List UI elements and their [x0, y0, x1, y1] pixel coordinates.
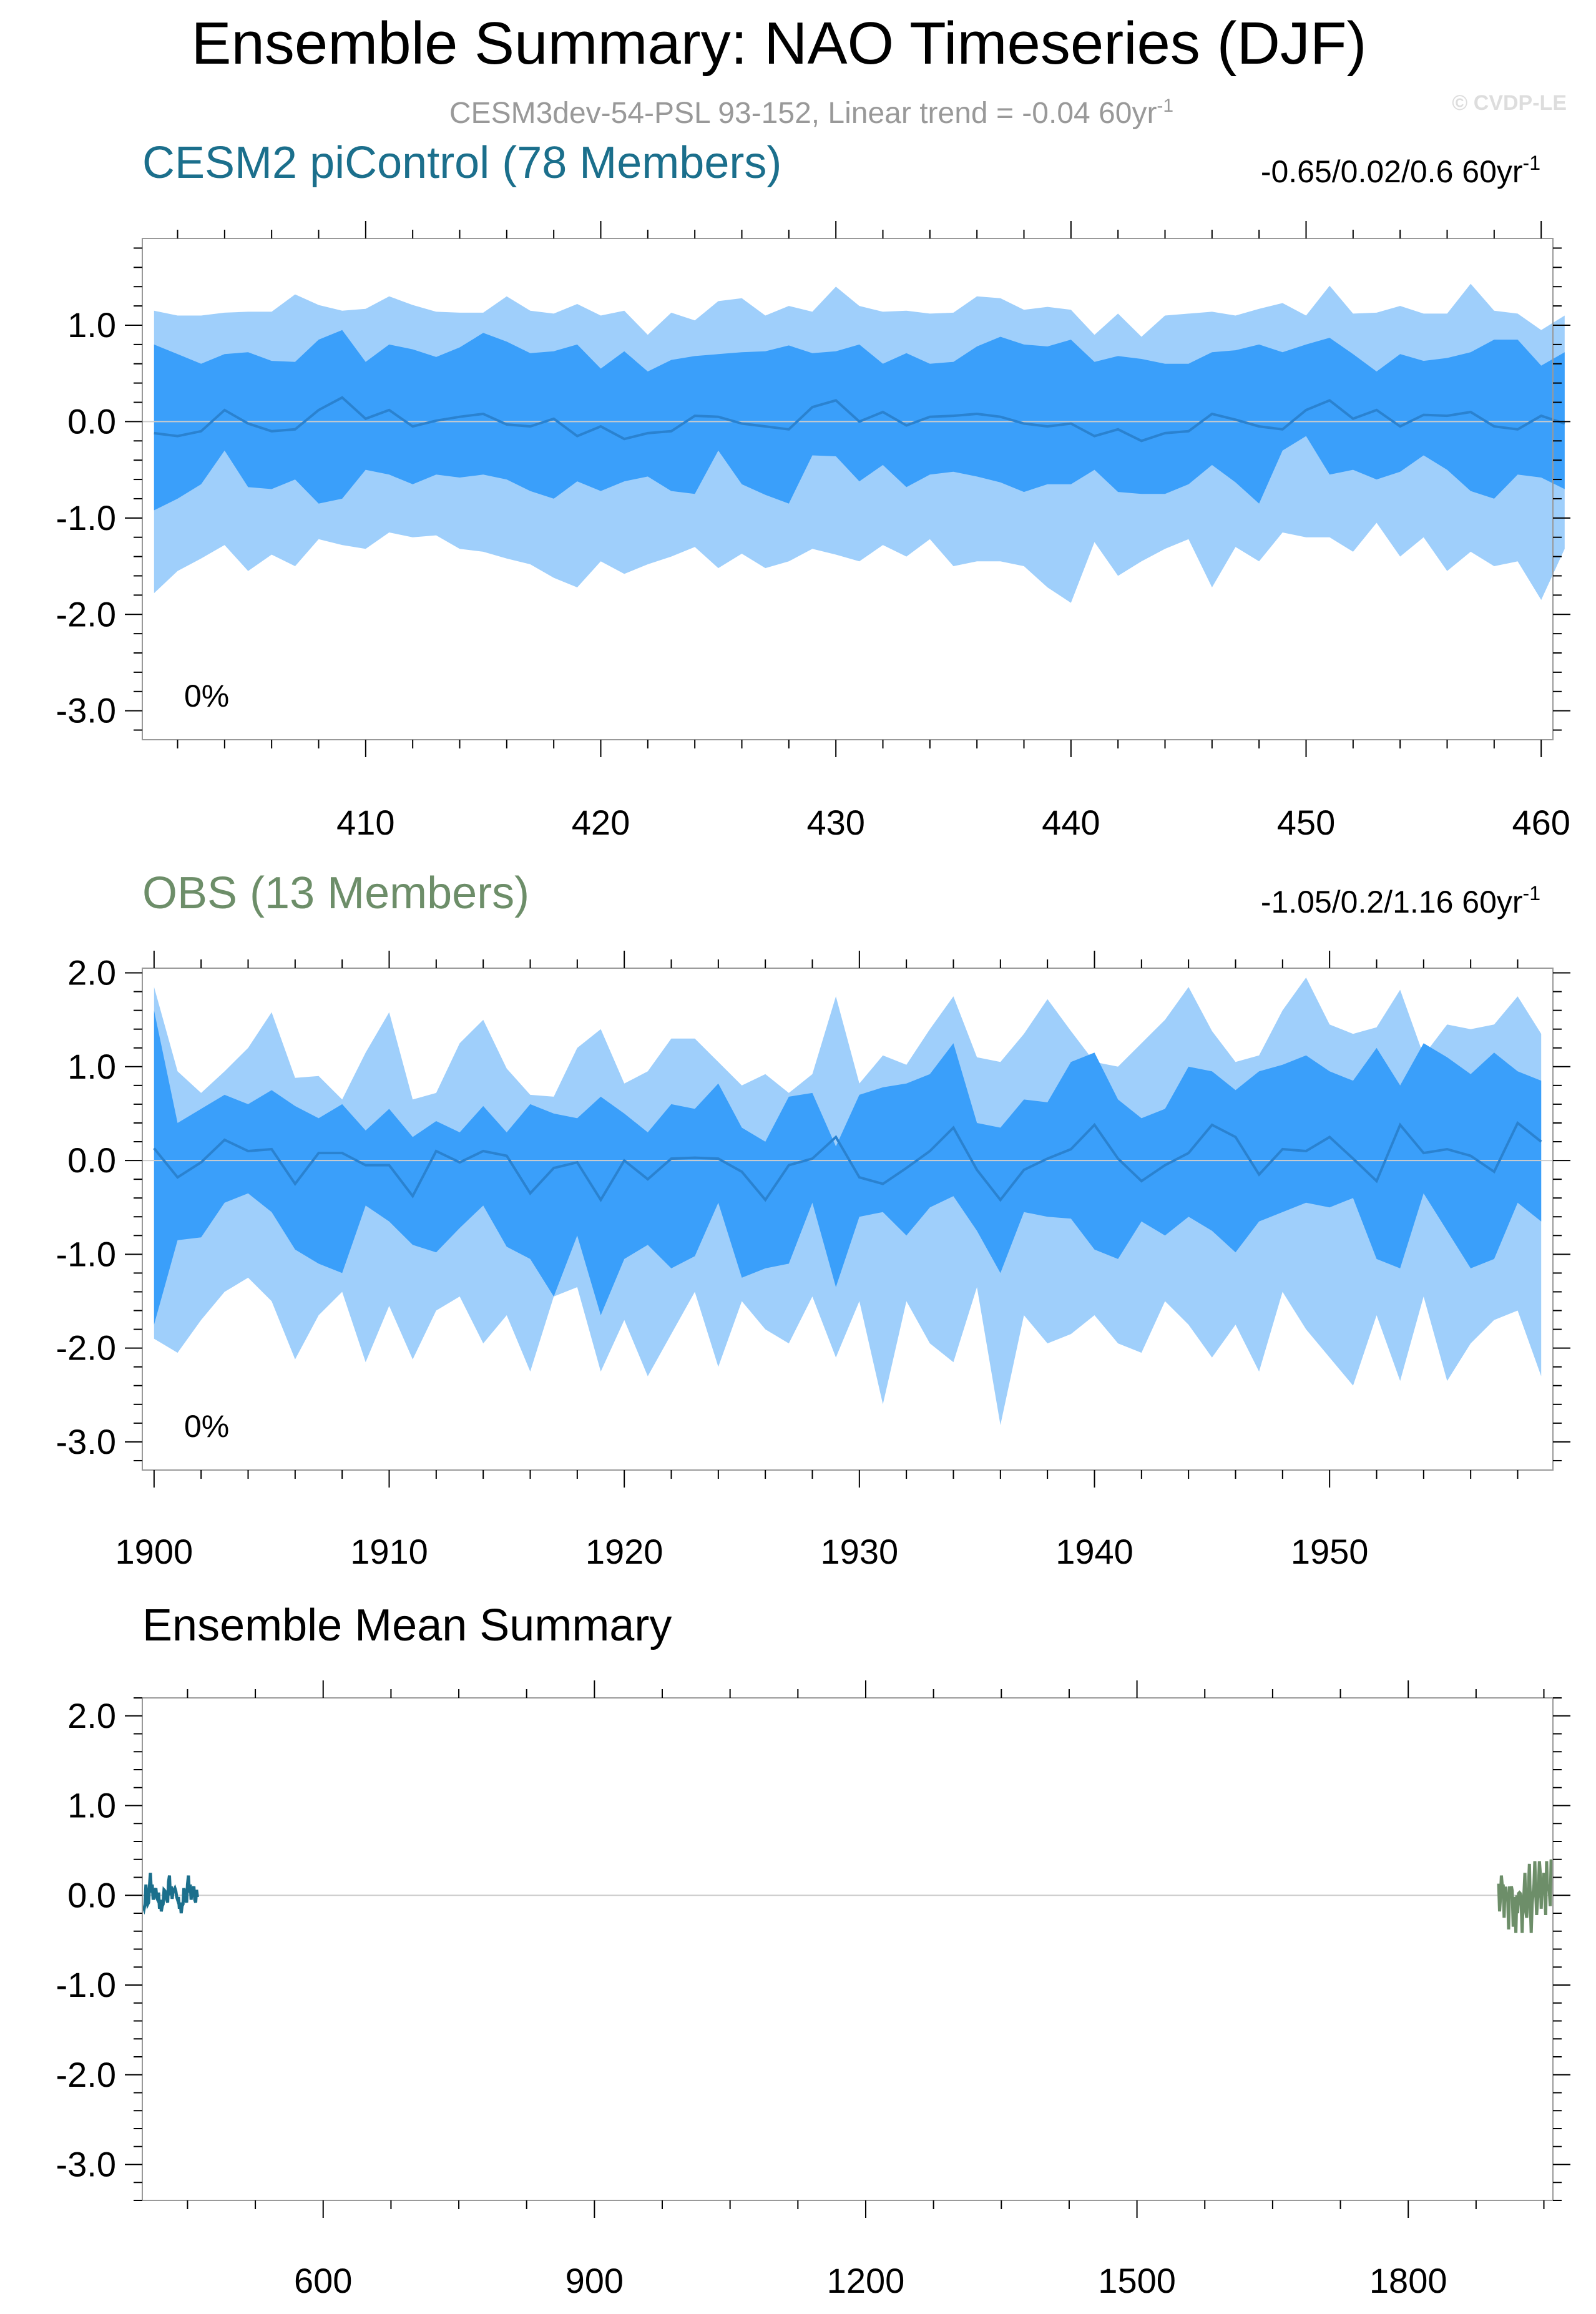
figure-title: Ensemble Summary: NAO Timeseries (DJF)	[191, 10, 1366, 77]
panel-cesm2-picontrol: CESM2 piControl (78 Members) -0.65/0.02/0…	[56, 138, 1570, 842]
y-tick-label: -2.0	[56, 2055, 117, 2094]
y-tick-label: 2.0	[67, 953, 116, 993]
trend-label: -0.65/0.02/0.6 60yr-1	[1261, 152, 1540, 189]
trend-superscript: -1	[1523, 152, 1540, 174]
y-tick-label: -1.0	[56, 1965, 117, 2004]
x-tick-label: 1920	[585, 1532, 663, 1571]
plot-frame	[142, 238, 1554, 740]
inner-band-16-84	[154, 1010, 1542, 1325]
watermark: © CVDP-LE	[1452, 91, 1567, 115]
x-tick-label: 450	[1277, 803, 1335, 842]
x-tick-label: 1930	[821, 1532, 899, 1571]
y-tick-label: -1.0	[56, 1234, 117, 1273]
plot-content	[142, 1859, 1554, 1933]
y-tick-label: -2.0	[56, 1328, 117, 1368]
trend-text: -1.05/0.2/1.16 60yr	[1261, 885, 1523, 919]
plot-content	[142, 978, 1553, 1425]
panel-obs: OBS (13 Members) -1.05/0.2/1.16 60yr-1 0% 1…	[56, 868, 1570, 1571]
ensemble-mean-line	[154, 396, 1565, 443]
plot-content	[142, 283, 1565, 603]
y-tick-label: -2.0	[56, 594, 117, 634]
subtitle-text: CESM3dev-54-PSL 93-152, Linear trend = -…	[449, 97, 1157, 130]
trend-superscript: -1	[1523, 882, 1540, 905]
x-tick-label: 1950	[1291, 1532, 1369, 1571]
series-line-cesm2-picontrol	[142, 1873, 199, 1915]
x-tick-label: 1900	[115, 1532, 193, 1571]
y-tick-label: 1.0	[67, 1047, 116, 1086]
y-tick-label: 1.0	[67, 305, 116, 345]
ensemble-mean-line	[153, 1120, 1542, 1203]
panel-title: Ensemble Mean Summary	[142, 1601, 672, 1650]
panel-ensemble-mean: Ensemble Mean Summary 600 900 1200 1500 1800 2…	[56, 1601, 1570, 2300]
trend-text: -0.65/0.02/0.6 60yr	[1261, 154, 1523, 189]
x-tick-label: 1500	[1098, 2261, 1176, 2300]
panels: CESM2 piControl (78 Members) -0.65/0.02/0…	[56, 138, 1570, 2300]
y-tick-label: 2.0	[67, 1696, 116, 1735]
x-tick-label: 1800	[1369, 2261, 1447, 2300]
x-tick-label: 600	[294, 2261, 352, 2300]
plot-frame	[142, 968, 1554, 1471]
y-tick-label: 0.0	[67, 1140, 116, 1180]
x-tick-label: 1910	[350, 1532, 428, 1571]
y-tick-label: 0.0	[67, 1875, 116, 1914]
y-tick-label: -3.0	[56, 2145, 117, 2184]
series-line-obs	[1497, 1859, 1554, 1933]
plot-area	[142, 1698, 1553, 2200]
y-tick-label: -1.0	[56, 498, 117, 537]
y-tick-label: 1.0	[67, 1786, 116, 1825]
percent-label: 0%	[184, 679, 229, 713]
x-tick-label: 900	[565, 2261, 624, 2300]
x-tick-label: 1940	[1055, 1532, 1133, 1571]
x-tick-label: 1200	[827, 2261, 905, 2300]
x-tick-label: 440	[1042, 803, 1100, 842]
panel-title: OBS (13 Members)	[142, 868, 529, 918]
x-tick-label: 410	[336, 803, 394, 842]
trend-label: -1.05/0.2/1.16 60yr-1	[1261, 882, 1540, 919]
figure-subtitle: CESM3dev-54-PSL 93-152, Linear trend = -…	[449, 96, 1173, 130]
x-tick-label: 420	[572, 803, 630, 842]
percent-label: 0%	[184, 1409, 229, 1444]
y-tick-label: -3.0	[56, 1422, 117, 1461]
y-tick-label: 0.0	[67, 401, 116, 441]
subtitle-superscript: -1	[1157, 96, 1173, 116]
panel-title: CESM2 piControl (78 Members)	[142, 138, 781, 188]
x-tick-label: 460	[1512, 803, 1570, 842]
y-tick-label: -3.0	[56, 691, 117, 730]
x-tick-label: 430	[806, 803, 864, 842]
